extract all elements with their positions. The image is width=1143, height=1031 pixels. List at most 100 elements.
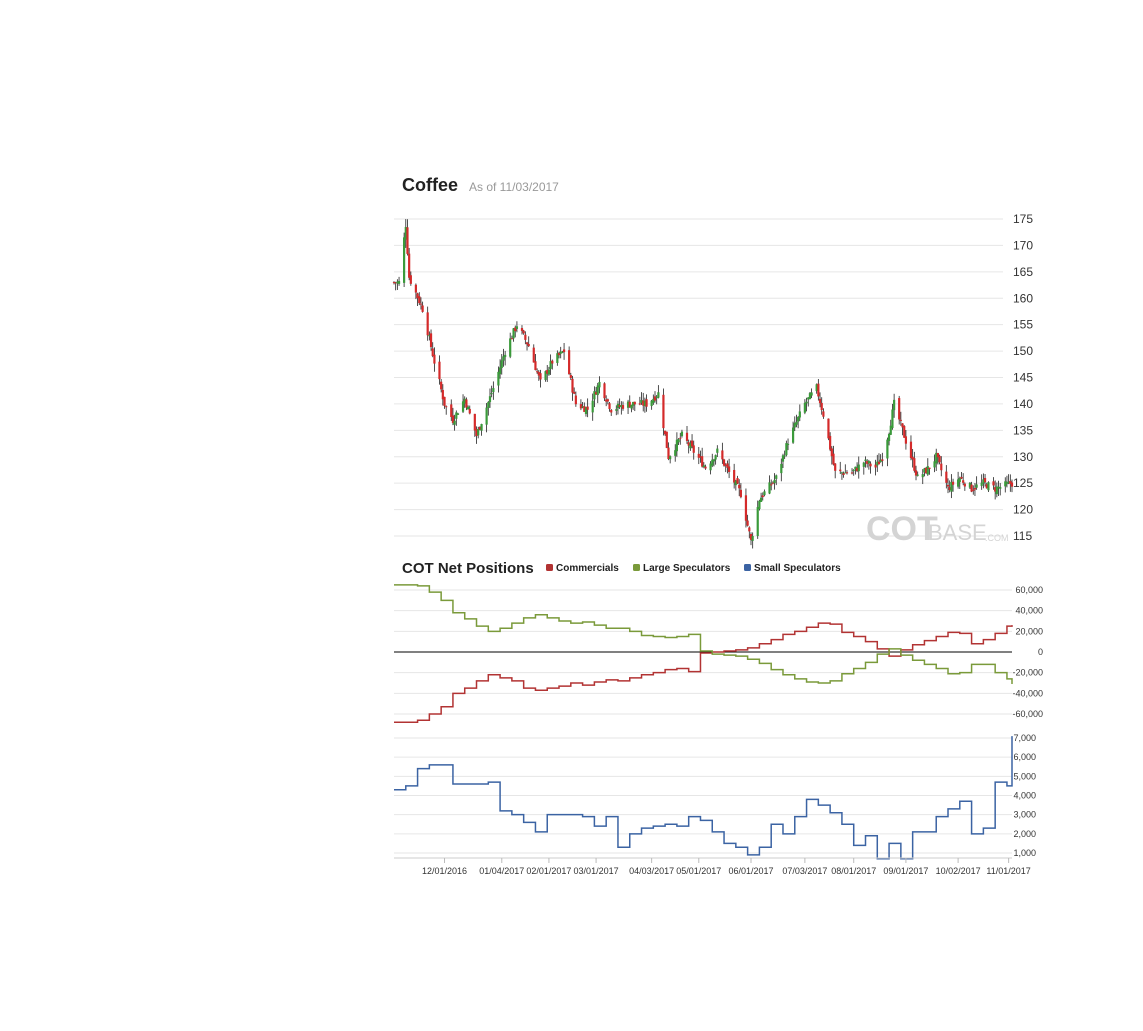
- candle-body: [502, 356, 505, 361]
- candle: [514, 325, 517, 338]
- candle-body: [475, 429, 478, 437]
- watermark-base: BASE: [928, 520, 987, 545]
- candle: [418, 292, 421, 306]
- candle-body: [734, 480, 737, 486]
- small-tick-label: 6,000: [1013, 752, 1036, 762]
- candle: [406, 219, 409, 256]
- candle: [497, 366, 500, 393]
- candle-body: [982, 479, 985, 484]
- candle-body: [593, 391, 596, 400]
- candle-body: [1005, 482, 1009, 484]
- candle-body: [748, 527, 751, 532]
- candle-body: [559, 351, 562, 354]
- candle: [891, 403, 894, 430]
- candle: [854, 466, 857, 475]
- candle: [940, 456, 943, 477]
- candle-body: [514, 327, 517, 332]
- cot-title: COT Net Positions: [402, 560, 534, 577]
- candle-body: [680, 431, 684, 437]
- legend-swatch-small-speculators: [744, 564, 751, 571]
- candle-body: [697, 453, 700, 458]
- candle-body: [999, 486, 1002, 489]
- net-axis: 60,000 40,000 20,000 0 -20,000 -40,000 -60,000: [1012, 585, 1043, 719]
- candle-body: [744, 495, 748, 521]
- candle: [490, 385, 493, 398]
- candle-body: [562, 349, 566, 353]
- candle: [487, 401, 490, 416]
- price-tick-label: 160: [1013, 291, 1033, 305]
- candle: [594, 386, 598, 395]
- candle: [657, 385, 660, 399]
- candle: [795, 414, 798, 428]
- candle-body: [709, 463, 712, 471]
- candle-body: [874, 464, 877, 468]
- candle-body: [650, 400, 653, 407]
- candle-body: [845, 472, 849, 474]
- candle-body: [586, 406, 589, 410]
- candle: [650, 399, 653, 410]
- candle-body: [429, 333, 433, 348]
- candle-body: [397, 281, 401, 284]
- candle-body: [664, 430, 667, 435]
- candle: [475, 426, 478, 444]
- candle: [950, 474, 953, 499]
- candle: [749, 532, 753, 546]
- candle: [938, 454, 941, 465]
- candle-body: [598, 381, 601, 388]
- candle: [551, 359, 554, 370]
- candle: [763, 489, 766, 497]
- candle: [805, 397, 808, 412]
- candle: [1004, 477, 1007, 493]
- candle-body: [714, 455, 717, 460]
- legend-item-large-speculators[interactable]: Large Speculators: [633, 563, 731, 574]
- legend-item-small-speculators[interactable]: Small Speculators: [744, 563, 841, 574]
- candle-body: [414, 284, 417, 293]
- candle-body: [515, 326, 519, 329]
- candle-body: [994, 487, 997, 492]
- candle: [968, 482, 972, 489]
- candle: [901, 423, 904, 436]
- candle-body: [773, 479, 776, 484]
- candle: [633, 401, 636, 412]
- candle: [527, 336, 530, 348]
- candle-body: [733, 469, 736, 483]
- candle: [544, 370, 547, 382]
- candle: [768, 475, 771, 495]
- candle-body: [798, 411, 801, 418]
- candle-body: [921, 474, 924, 478]
- legend-item-commercials[interactable]: Commercials: [546, 563, 619, 574]
- candle-body: [866, 461, 869, 464]
- candle-body: [751, 536, 754, 541]
- candle: [603, 382, 606, 401]
- candle: [756, 500, 759, 539]
- candle-body: [886, 439, 889, 459]
- candle: [632, 401, 635, 410]
- candle: [807, 397, 810, 407]
- candle: [866, 459, 869, 468]
- x-tick-label: 04/03/2017: [629, 866, 674, 876]
- candle: [935, 448, 938, 471]
- candle: [899, 411, 902, 426]
- candle: [716, 445, 719, 458]
- candle-body: [539, 373, 542, 380]
- candle-body: [561, 351, 564, 353]
- candle-body: [532, 347, 535, 363]
- candle: [583, 402, 586, 412]
- candle: [797, 416, 800, 429]
- candle-body: [854, 466, 857, 470]
- candle-body: [418, 296, 421, 304]
- candle-body: [857, 464, 860, 472]
- candle-body: [605, 399, 608, 402]
- candle-body: [640, 399, 643, 403]
- candle-body: [687, 442, 690, 446]
- candle: [433, 347, 436, 372]
- candle: [537, 370, 540, 381]
- candle-body: [815, 384, 818, 392]
- candle-body: [594, 392, 598, 395]
- candle: [453, 414, 456, 431]
- candle-body: [450, 404, 453, 417]
- candle: [557, 351, 561, 359]
- candle: [655, 395, 658, 405]
- candle: [957, 471, 960, 489]
- candle: [820, 397, 823, 415]
